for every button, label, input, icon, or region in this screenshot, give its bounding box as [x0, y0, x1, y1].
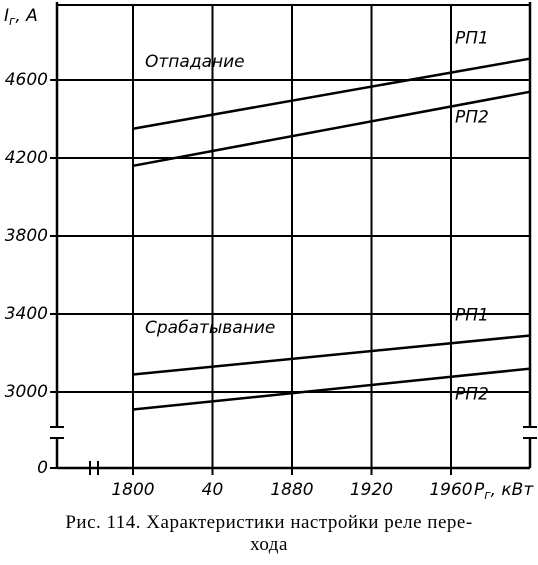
x-label-unit: , кВт — [491, 480, 535, 500]
y-axis-label: Iг, A — [4, 6, 38, 28]
y-label-sub: г — [9, 14, 16, 28]
y-tick-label: 3000 — [5, 382, 48, 402]
y-tick-label: 4200 — [5, 148, 48, 168]
annotation: Отпадание — [145, 52, 245, 72]
x-axis-label: Pг, кВт — [474, 480, 534, 502]
y-tick-label: 4600 — [5, 70, 48, 90]
x-tick-label: 1800 — [111, 480, 154, 500]
x-tick-label: 1880 — [270, 480, 313, 500]
x-label-sub: г — [484, 488, 491, 502]
y-tick-label: 3800 — [5, 226, 48, 246]
series-label: РП2 — [455, 385, 489, 405]
annotation: Срабатывание — [145, 318, 275, 338]
y-label-main: I — [4, 6, 9, 26]
y-tick-label: 0 — [37, 458, 48, 478]
caption-line: Рис. 114. Характеристики настройки реле … — [65, 512, 473, 533]
x-tick-label: 1960 — [429, 480, 472, 500]
series-label: РП1 — [455, 305, 489, 325]
chart: Iг, A Pг, кВт Отпадание Срабатывание 030… — [4, 2, 537, 502]
caption-line: хода — [250, 534, 288, 555]
caption: Рис. 114. Характеристики настройки реле … — [0, 512, 538, 556]
x-tick-label: 1920 — [350, 480, 393, 500]
x-label-main: P — [474, 480, 485, 500]
series-line — [132, 334, 531, 376]
y-label-unit: , A — [15, 6, 37, 26]
series-label: РП2 — [455, 108, 489, 128]
series-line — [132, 90, 531, 168]
series-line — [132, 367, 531, 411]
series-label: РП1 — [455, 29, 489, 49]
x-tick-label: 40 — [202, 480, 224, 500]
y-tick-label: 3400 — [5, 304, 48, 324]
series-line — [132, 57, 531, 130]
